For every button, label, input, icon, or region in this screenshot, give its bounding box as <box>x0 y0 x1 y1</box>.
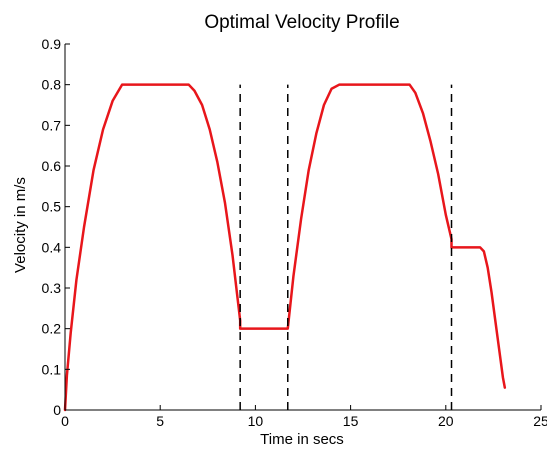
chart-title: Optimal Velocity Profile <box>204 12 399 33</box>
x-tick-label: 20 <box>438 413 454 429</box>
y-tick-label: 0.1 <box>42 361 62 377</box>
y-tick-label: 0.8 <box>42 77 62 93</box>
y-tick-label: 0.6 <box>42 158 62 174</box>
velocity-series-line <box>63 83 507 412</box>
plot-area <box>63 83 507 412</box>
y-tick-label: 0 <box>53 402 61 418</box>
y-tick-label: 0.5 <box>42 199 62 215</box>
x-axis: 0 5 10 15 20 25 <box>61 405 547 429</box>
y-tick-label: 0.3 <box>42 280 62 296</box>
y-tick-label: 0.7 <box>42 117 62 133</box>
x-tick-label: 0 <box>61 413 69 429</box>
x-tick-label: 5 <box>156 413 164 429</box>
y-axis-label: Velocity in m/s <box>12 177 29 273</box>
y-tick-label: 0.9 <box>42 36 62 52</box>
y-axis: 0 0.1 0.2 0.3 0.4 0.5 0.6 0.7 0.8 0.9 <box>42 36 70 418</box>
x-tick-label: 10 <box>248 413 264 429</box>
x-tick-label: 15 <box>343 413 359 429</box>
x-axis-label: Time in secs <box>260 431 344 448</box>
y-tick-label: 0.4 <box>42 239 62 255</box>
y-tick-label: 0.2 <box>42 321 62 337</box>
x-tick-label: 25 <box>533 413 547 429</box>
